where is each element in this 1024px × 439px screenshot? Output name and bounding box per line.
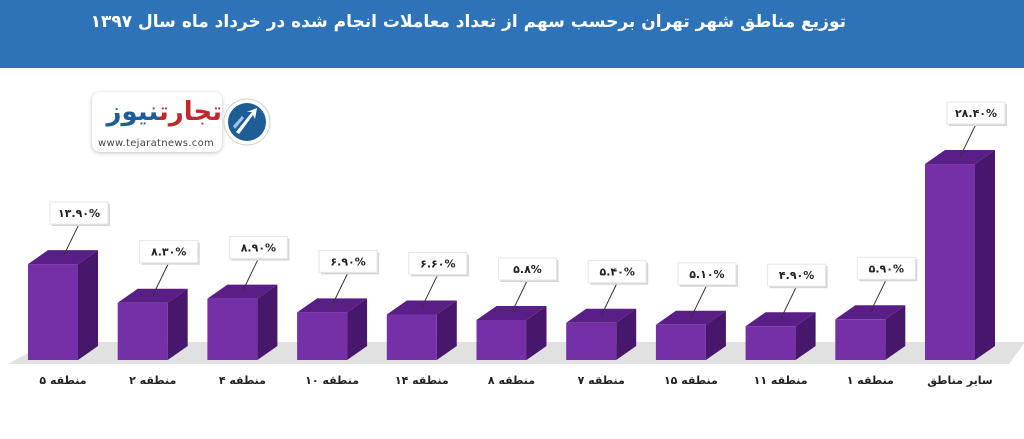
bars-group <box>28 150 995 360</box>
bar <box>28 250 98 360</box>
bar-side <box>78 250 98 360</box>
bar-front <box>835 319 886 360</box>
bar-top <box>386 300 457 315</box>
bar-side <box>975 150 995 360</box>
data-label-box <box>677 262 737 286</box>
logo-wordmark: تجارتنیوز <box>98 96 223 128</box>
bar-side <box>795 312 816 360</box>
data-label-box <box>228 236 288 260</box>
x-tick-label: منطقه ۲ <box>129 374 176 387</box>
data-label: ۵.۹۰% <box>869 262 904 275</box>
bar <box>925 150 995 360</box>
data-label-leader <box>869 279 887 313</box>
logo-wordmark-part2: نیوز <box>106 97 160 127</box>
data-label: ۵.۱۰% <box>689 268 724 281</box>
data-label: ۱۳.۹۰% <box>58 207 100 220</box>
data-label: ۲۸.۴۰% <box>955 107 997 120</box>
bar-front <box>386 314 437 360</box>
data-label-box <box>139 240 199 264</box>
x-tick-label: منطقه ۱۰ <box>305 374 359 387</box>
chart-title: توزیع مناطق شهر تهران برحسب سهم از تعداد… <box>90 12 846 32</box>
data-label-box <box>767 263 827 287</box>
bar-front <box>925 164 975 360</box>
x-tick-label: منطقه ۱۵ <box>664 374 718 387</box>
x-tick-label: سایر مناطق <box>927 374 992 387</box>
bar-chart: ۱۳.۹۰% منطقه ۵ ۸.۳۰% منطقه ۲ ۸.۹۰% منطقه ۴ ۶.۹… <box>8 101 1024 387</box>
data-label-leader <box>421 274 439 308</box>
data-label: ۶.۶۰% <box>420 257 455 270</box>
bar-top <box>925 150 995 165</box>
data-label-leader <box>959 123 977 158</box>
bar <box>566 308 637 360</box>
data-label: ۵.۸% <box>513 263 542 276</box>
data-label-leader <box>241 258 259 292</box>
data-label-leader <box>690 284 708 319</box>
bar <box>745 312 816 360</box>
bar-side <box>616 308 637 360</box>
bar-side <box>526 305 547 360</box>
bar-front <box>566 322 617 360</box>
bar <box>297 298 368 360</box>
data-label-leader <box>152 262 170 296</box>
x-tick-label: منطقه ۷ <box>578 374 625 387</box>
bar-side <box>347 298 368 360</box>
data-label-box <box>318 249 378 273</box>
data-label: ۶.۹۰% <box>330 255 365 268</box>
data-label: ۸.۳۰% <box>151 246 186 259</box>
data-label-leader <box>62 223 80 258</box>
bar <box>835 305 906 360</box>
logo-url: www.tejaratnews.com <box>98 138 215 149</box>
data-label: ۴.۹۰% <box>779 269 814 282</box>
bar-front <box>745 326 796 360</box>
data-label-box <box>408 251 468 275</box>
x-tick-label: منطقه ۱۴ <box>395 374 449 387</box>
bar <box>655 310 726 360</box>
bar-front <box>476 319 527 360</box>
bar-front <box>297 312 348 360</box>
bar-front <box>28 264 78 360</box>
bar-side <box>436 300 457 360</box>
data-label-box <box>856 256 916 280</box>
header-bar: توزیع مناطق شهر تهران برحسب سهم از تعداد… <box>0 0 1024 68</box>
bar-front <box>655 324 706 360</box>
data-label-leader <box>331 272 349 306</box>
data-label-box <box>49 201 109 225</box>
data-label-box <box>587 260 647 284</box>
labels-group: ۱۳.۹۰% منطقه ۵ ۸.۳۰% منطقه ۲ ۸.۹۰% منطقه ۴ ۶.۹… <box>39 101 1007 387</box>
data-label-leader <box>780 285 798 320</box>
bar <box>207 284 278 360</box>
bar-front <box>117 302 168 360</box>
data-label: ۵.۴۰% <box>600 266 635 279</box>
x-tick-label: منطقه ۵ <box>39 374 86 387</box>
bar-side <box>705 310 726 360</box>
data-label-box <box>946 101 1006 125</box>
brand-logo: تجارتنیوز www.tejaratnews.com <box>92 88 272 160</box>
logo-box: تجارتنیوز www.tejaratnews.com <box>92 92 222 152</box>
bar-side <box>167 288 188 360</box>
bar <box>476 305 547 360</box>
bar-front <box>207 298 258 360</box>
x-tick-label: منطقه ۴ <box>219 374 266 387</box>
logo-arrow-icon <box>223 98 271 146</box>
data-label-leader <box>600 282 618 316</box>
x-tick-label: منطقه ۸ <box>488 374 535 387</box>
data-label: ۸.۹۰% <box>241 242 276 255</box>
x-tick-label: منطقه ۱۱ <box>754 374 808 387</box>
data-label-box <box>498 257 557 281</box>
x-tick-label: منطقه ۱ <box>847 374 894 387</box>
logo-wordmark-part1: تجارت <box>159 97 222 127</box>
bar-side <box>885 305 906 360</box>
bar <box>386 300 457 360</box>
bar-top <box>297 298 368 313</box>
bar <box>117 288 188 360</box>
data-label-leader <box>511 279 528 314</box>
bar-side <box>257 284 278 360</box>
